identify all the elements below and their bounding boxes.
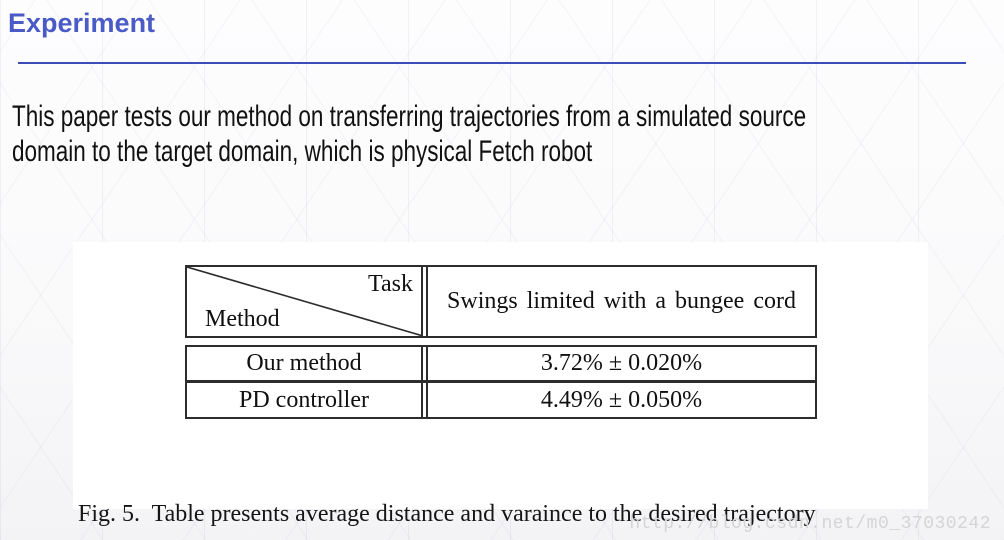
method-cell: Our method	[246, 350, 362, 376]
double-rule-left	[421, 267, 423, 336]
corner-label-task: Task	[368, 271, 413, 297]
diagonal-divider	[187, 267, 423, 336]
table-row: PD controller 4.49% ± 0.050%	[187, 384, 815, 417]
double-rule-left	[421, 347, 423, 417]
row-divider	[187, 380, 815, 383]
title-underline	[18, 62, 966, 64]
corner-label-method: Method	[205, 306, 280, 332]
table-row: Our method 3.72% ± 0.020%	[187, 347, 815, 380]
caption-line-1: Fig. 5. Table presents average distance …	[78, 501, 816, 527]
watermark-url: http://blog.csdn.net/m0_37030242	[629, 514, 991, 534]
body-line-2: domain to the target domain, which is ph…	[12, 135, 593, 168]
method-cell: PD controller	[239, 387, 369, 413]
value-cell: 4.49% ± 0.050%	[540, 387, 703, 413]
value-cell: 3.72% ± 0.020%	[540, 350, 703, 376]
column-header: Swings limited with a bungee cord	[447, 288, 796, 314]
figure-image: Task Method Swings limited with a bungee…	[73, 242, 928, 527]
body-text: This paper tests our method on transferr…	[12, 99, 935, 169]
table-header-box: Task Method Swings limited with a bungee…	[185, 265, 817, 338]
figure-caption: Fig. 5. Table presents average distance …	[78, 432, 926, 540]
table-data-box: Our method 3.72% ± 0.020% PD controller …	[185, 345, 817, 419]
double-rule-right	[426, 267, 428, 336]
body-line-1: This paper tests our method on transferr…	[12, 100, 807, 133]
page-title: Experiment	[8, 8, 156, 38]
double-rule-right	[426, 347, 428, 417]
